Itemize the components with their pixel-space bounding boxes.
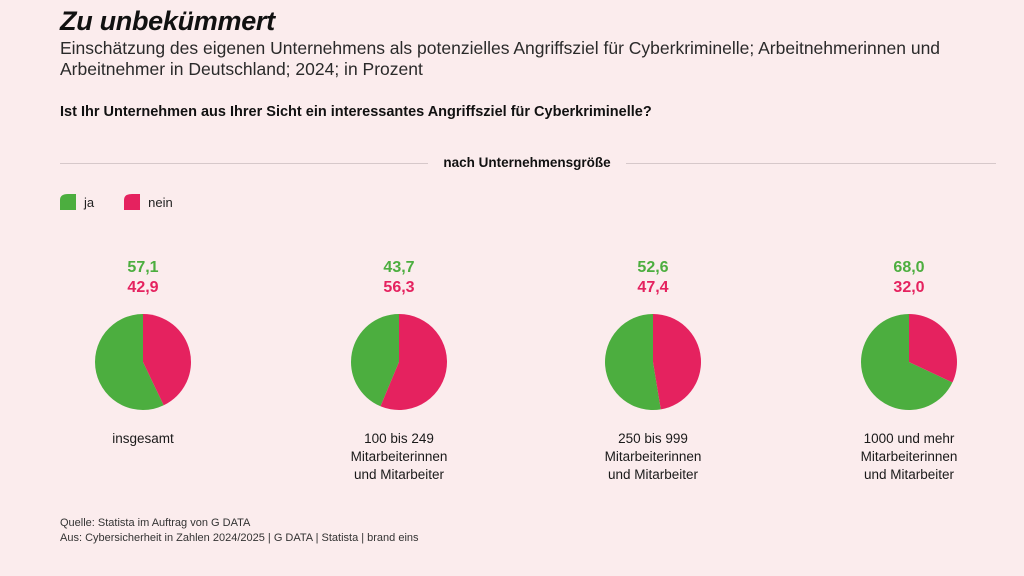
pie-chart xyxy=(861,314,957,410)
section-label: nach Unternehmensgröße xyxy=(443,155,611,170)
pie-slice-nein xyxy=(909,314,957,383)
pie-group-250-999: 52,6 47,4 250 bis 999 Mitarbeiterinnen u… xyxy=(553,258,753,484)
group-label-line: Mitarbeiterinnen xyxy=(350,449,448,464)
footer: Quelle: Statista im Auftrag von G DATA A… xyxy=(60,516,419,546)
value-nein: 32,0 xyxy=(893,279,925,296)
chart-subtitle: Einschätzung des eigenen Unternehmens al… xyxy=(60,38,941,79)
pie-slice-nein xyxy=(653,314,702,410)
value-nein: 42,9 xyxy=(127,279,159,296)
legend-item-nein: nein xyxy=(124,194,173,210)
value-ja: 43,7 xyxy=(383,259,415,276)
group-label-line: insgesamt xyxy=(112,431,174,446)
pie-slice-ja xyxy=(95,314,164,410)
section-divider-left xyxy=(60,163,428,164)
chart-title: Zu unbekümmert xyxy=(60,6,275,36)
value-ja: 52,6 xyxy=(637,259,669,276)
group-label-line: 100 bis 249 xyxy=(364,431,434,446)
pie-slice-ja xyxy=(605,314,661,410)
group-label: 250 bis 999 Mitarbeiterinnen und Mitarbe… xyxy=(553,430,753,484)
origin-note: Aus: Cybersicherheit in Zahlen 2024/2025… xyxy=(60,532,419,544)
pie-slice-ja xyxy=(350,314,399,407)
group-label-line: 250 bis 999 xyxy=(618,431,688,446)
pie-chart xyxy=(605,314,702,410)
group-label: insgesamt xyxy=(43,430,243,448)
value-nein: 56,3 xyxy=(383,279,415,296)
group-label: 1000 und mehr Mitarbeiterinnen und Mitar… xyxy=(809,430,1009,484)
legend-label-nein: nein xyxy=(148,194,173,210)
legend: ja nein xyxy=(60,193,203,211)
section-divider-right xyxy=(626,163,996,164)
survey-question: Ist Ihr Unternehmen aus Ihrer Sicht ein … xyxy=(60,104,652,120)
value-nein: 47,4 xyxy=(637,279,669,296)
value-ja: 68,0 xyxy=(893,259,925,276)
legend-item-ja: ja xyxy=(60,194,94,210)
legend-swatch-nein xyxy=(124,194,141,210)
legend-label-ja: ja xyxy=(84,194,95,210)
value-ja: 57,1 xyxy=(127,259,159,276)
group-label: 100 bis 249 Mitarbeiterinnen und Mitarbe… xyxy=(299,430,499,484)
group-label-line: Mitarbeiterinnen xyxy=(860,449,958,464)
pie-chart xyxy=(350,314,447,410)
pie-slice-nein xyxy=(380,314,447,410)
group-label-line: und Mitarbeiter xyxy=(863,467,955,482)
pie-group-100-249: 43,7 56,3 100 bis 249 Mitarbeiterinnen u… xyxy=(299,258,499,484)
group-label-line: Mitarbeiterinnen xyxy=(604,449,702,464)
group-label-line: 1000 und mehr xyxy=(863,431,955,446)
pie-group-1000-plus: 68,0 32,0 1000 und mehr Mitarbeiterinnen… xyxy=(809,258,1009,484)
pie-slice-nein xyxy=(143,314,192,406)
group-label-line: und Mitarbeiter xyxy=(353,467,445,482)
pie-group-insgesamt: 57,1 42,9 insgesamt xyxy=(43,258,243,448)
pie-slice-ja xyxy=(861,314,953,410)
pie-chart xyxy=(95,314,192,410)
legend-swatch-ja xyxy=(60,194,76,210)
source-note: Quelle: Statista im Auftrag von G DATA xyxy=(60,517,251,529)
group-label-line: und Mitarbeiter xyxy=(607,467,699,482)
